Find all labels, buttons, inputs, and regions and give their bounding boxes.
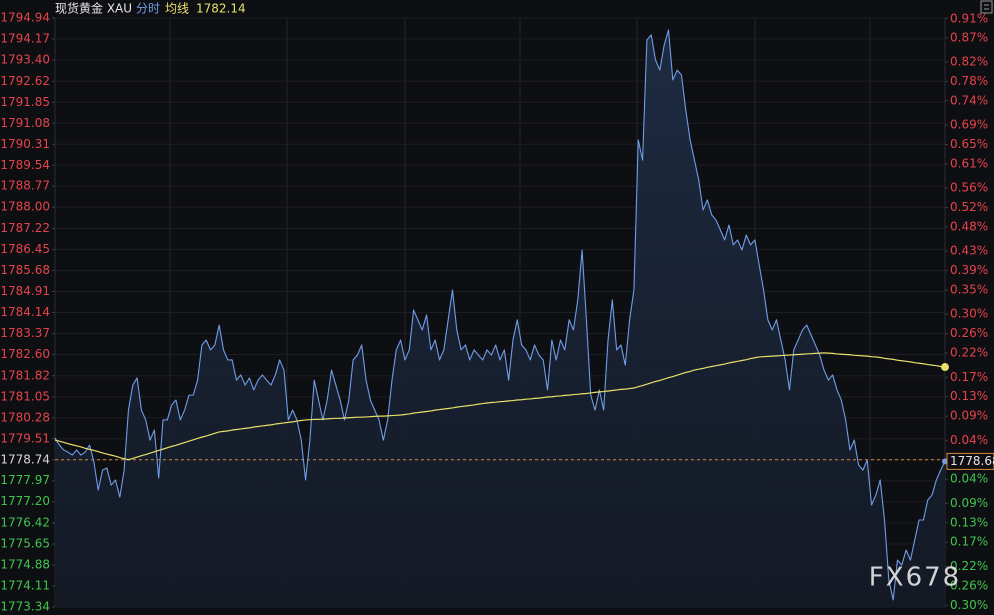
y-tick-label: 1794.17 <box>0 31 50 45</box>
y2-tick-label: 0.48% <box>950 219 988 233</box>
y-tick-label: 1791.08 <box>0 116 50 130</box>
y2-tick-label: 0.04% <box>950 472 988 486</box>
y-tick-label: 1777.97 <box>0 473 50 487</box>
y2-tick-label: 0.17% <box>950 535 988 549</box>
y2-tick-label: 0.35% <box>950 282 988 296</box>
y2-tick-label: 0.26% <box>950 578 988 592</box>
y-tick-label: 1793.40 <box>0 52 50 66</box>
menu-icon[interactable] <box>980 0 993 14</box>
y2-tick-label: 0.65% <box>950 137 988 151</box>
y-tick-label: 1774.11 <box>0 579 50 593</box>
y2-tick-label: 0.22% <box>950 346 988 360</box>
y2-tick-label: 0.61% <box>950 156 988 170</box>
y-tick-label: 1779.51 <box>0 431 50 445</box>
y2-tick-label: 0.22% <box>950 559 988 573</box>
y2-tick-label: 0.17% <box>950 370 988 384</box>
y-tick-label: 1791.85 <box>0 95 50 109</box>
y2-tick-label: 0.26% <box>950 326 988 340</box>
average-value: 1782.14 <box>196 2 246 16</box>
y2-tick-label: 0.30% <box>950 598 988 612</box>
y2-tick-label: 0.69% <box>950 118 988 132</box>
y2-tick-label: 0.78% <box>950 74 988 88</box>
y-tick-label: 1788.77 <box>0 179 50 193</box>
last-price-label: 1778.68 <box>950 454 994 468</box>
y-tick-label: 1776.42 <box>0 516 50 530</box>
y-tick-label: 1781.05 <box>0 389 50 403</box>
average-line <box>54 352 946 461</box>
average-end-dot <box>941 363 949 372</box>
y-tick-label: 1783.37 <box>0 326 50 340</box>
last-price-box <box>946 452 994 470</box>
legend-entry: 均线 <box>165 2 189 16</box>
y-tick-label: 1794.94 <box>0 11 50 25</box>
y2-tick-label: 0.13% <box>950 389 988 403</box>
watermark: FX678 <box>869 563 961 593</box>
y-tick-label: 1790.31 <box>0 137 50 151</box>
y-tick-label: 1782.60 <box>0 347 50 361</box>
y2-tick-label: 0.39% <box>950 263 988 277</box>
y-tick-label: 1784.14 <box>0 305 50 319</box>
y-tick-label: 1788.00 <box>0 200 50 214</box>
y-tick-label: 1786.45 <box>0 242 50 256</box>
y2-tick-label: 0.52% <box>950 200 988 214</box>
y2-tick-label: 0.09% <box>950 496 988 510</box>
y2-tick-label: 0.56% <box>950 181 988 195</box>
y2-tick-label: 0.82% <box>950 55 988 69</box>
y2-tick-label: 0.74% <box>950 93 988 107</box>
y-tick-label: 1773.34 <box>0 600 50 614</box>
y-tick-label: 1785.68 <box>0 263 50 277</box>
y2-tick-label: 0.30% <box>950 307 988 321</box>
y2-tick-label: 0.87% <box>950 30 988 44</box>
y-tick-label: 1784.91 <box>0 284 50 298</box>
y-tick-label: 1778.74 <box>0 452 50 466</box>
y-tick-label: 1777.20 <box>0 494 50 508</box>
y-tick-label: 1781.82 <box>0 368 50 382</box>
y2-tick-label: 0.04% <box>950 433 988 447</box>
y2-tick-label: 0.13% <box>950 515 988 529</box>
y2-tick-label: 0.43% <box>950 244 988 258</box>
y-tick-label: 1789.54 <box>0 158 50 172</box>
legend-entry: 分时 <box>136 2 160 16</box>
y-tick-label: 1792.62 <box>0 74 50 88</box>
price-line <box>54 29 946 601</box>
y-tick-label: 1780.28 <box>0 410 50 424</box>
price-area <box>55 30 945 607</box>
y-tick-label: 1787.22 <box>0 221 50 235</box>
y2-tick-label: 0.09% <box>950 409 988 423</box>
y-tick-label: 1775.65 <box>0 537 50 551</box>
chart-title: 现货黄金 XAU <box>55 1 132 16</box>
y-tick-label: 1774.88 <box>0 558 50 572</box>
y2-tick-label: 0.91% <box>950 12 988 26</box>
